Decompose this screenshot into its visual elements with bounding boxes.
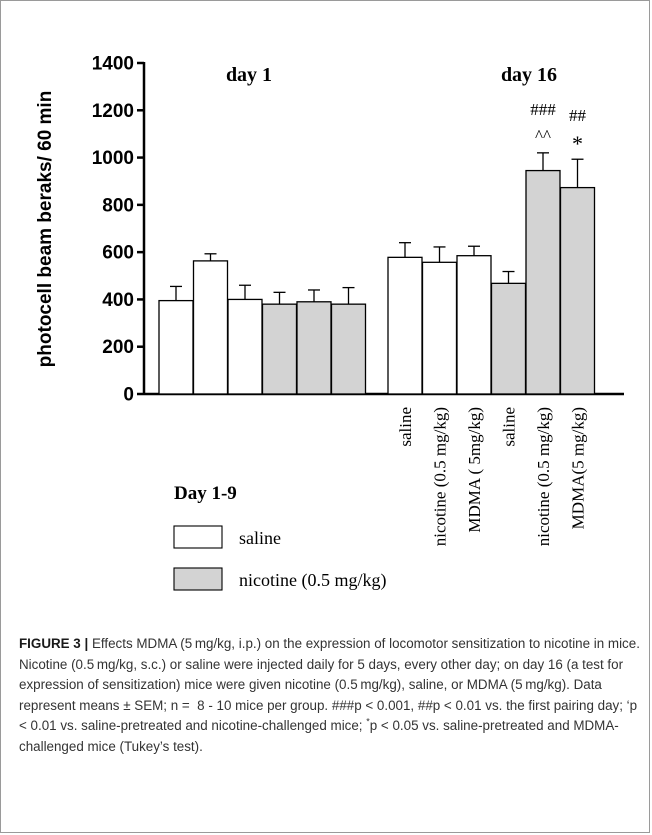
y-tick-label: 200 (102, 337, 134, 358)
legend-label: nicotine (0.5 mg/kg) (239, 570, 386, 591)
legend-title: Day 1-9 (174, 483, 237, 504)
y-tick-label: 0 (123, 385, 134, 406)
bar (296, 301, 332, 395)
caption-sup: * (366, 716, 370, 727)
bar (421, 261, 458, 395)
legend-swatch (173, 525, 223, 549)
bar (525, 169, 561, 395)
axis-layer: 0 200 400 600 800 1000 1200 1400 photocell beam … (35, 54, 624, 406)
legend-label: saline (239, 528, 281, 548)
category-label: MDMA(5 mg/kg) (569, 407, 588, 529)
category-label: nicotine (0.5 mg/kg) (431, 407, 450, 546)
y-tick-label: 600 (102, 243, 134, 264)
figure-caption: FIGURE 3 | Effects MDMA (5 mg/kg, i.p.) … (19, 634, 641, 758)
bar (456, 255, 492, 395)
bar (192, 260, 229, 395)
category-label: nicotine (0.5 mg/kg) (534, 407, 553, 546)
panel-title: day 16 (501, 64, 557, 86)
category-label: saline (500, 407, 519, 447)
y-tick-label: 400 (102, 290, 134, 311)
caption-text-b: p < 0.05 vs. saline-pretreated and MDMA-… (19, 718, 619, 754)
y-tick-label: 800 (102, 195, 134, 216)
y-tick-label: 1000 (92, 148, 134, 169)
category-label: MDMA ( 5mg/kg) (465, 407, 484, 533)
bar-chart: 0 200 400 600 800 1000 1200 1400 photocell beam … (35, 54, 624, 591)
figure-label: FIGURE 3 | (19, 636, 89, 651)
bar (261, 303, 298, 395)
y-tick-label: 1200 (92, 101, 134, 122)
legend-swatch (173, 567, 223, 591)
legend-layer: Day 1-9 saline nicotine (0.5 mg/kg) (173, 483, 386, 591)
bar (158, 299, 194, 395)
bar (227, 298, 263, 395)
category-label: saline (396, 407, 415, 447)
caption-text-a: Effects MDMA (5 mg/kg, i.p.) on the expr… (19, 636, 640, 734)
bar-layer (158, 152, 596, 395)
panel-title: day 1 (226, 64, 272, 86)
y-axis-title: photocell beam beraks/ 60 min (35, 91, 56, 368)
significance-marker: ### (530, 100, 556, 119)
bar (387, 256, 423, 395)
bar (490, 282, 527, 395)
significance-marker: * (572, 131, 583, 156)
bar (559, 186, 596, 395)
significance-marker: ## (569, 106, 587, 125)
y-tick-label: 1400 (92, 54, 134, 75)
bar (330, 303, 367, 395)
significance-marker: ^^ (535, 126, 551, 145)
label-layer: day 1 day 16 saline nicotine (0.5 mg/kg) MDM… (226, 64, 588, 546)
